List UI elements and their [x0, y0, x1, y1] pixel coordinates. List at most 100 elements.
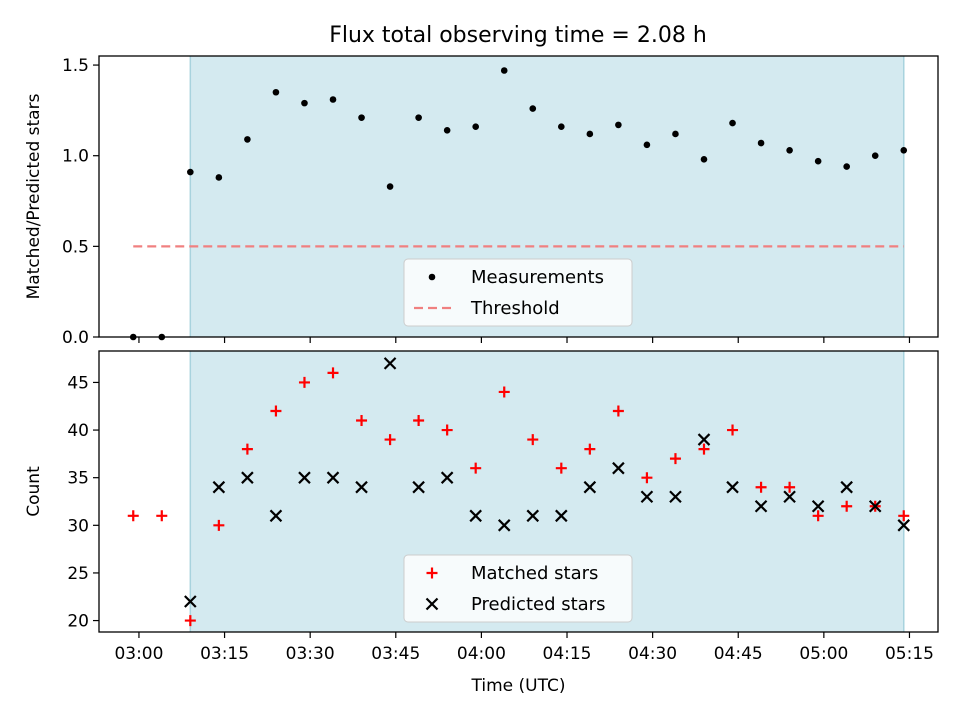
y-tick-label: 20: [67, 612, 89, 632]
data-point: [555, 509, 568, 523]
chart-title: Flux total observing time = 2.08 h: [329, 23, 707, 48]
data-point: [672, 130, 679, 138]
data-point: [270, 405, 282, 417]
x-tick-label: 04:45: [714, 644, 763, 664]
legend-x-swatch: [425, 597, 439, 611]
data-point: [900, 146, 908, 154]
data-point: [700, 156, 708, 163]
legend-label: Threshold: [470, 298, 560, 319]
x-tick-label: 04:00: [457, 644, 506, 664]
data-point: [329, 96, 337, 103]
data-point: [241, 471, 254, 484]
data-point: [584, 443, 596, 455]
x-tick-label: 03:00: [114, 644, 163, 664]
legend-plus-swatch: [426, 567, 438, 579]
data-point: [470, 462, 482, 474]
data-point: [727, 424, 739, 436]
data-point: [184, 615, 196, 627]
data-point: [241, 443, 253, 455]
data-point: [812, 510, 824, 522]
data-point: [156, 510, 168, 522]
data-point: [784, 481, 796, 493]
data-point: [558, 123, 565, 131]
y-tick-label: 40: [67, 421, 89, 441]
data-point: [355, 480, 368, 494]
x-tick-label: 05:15: [885, 644, 934, 664]
data-point: [898, 510, 910, 522]
data-point: [729, 119, 736, 127]
data-point: [868, 499, 882, 513]
axes-frame: [98, 350, 939, 633]
data-point: [555, 462, 567, 474]
y-axis-label: Count: [24, 466, 44, 517]
x-axis-label: Time (UTC): [471, 676, 566, 696]
data-point: [841, 500, 853, 512]
data-point: [871, 152, 879, 160]
data-point: [755, 481, 767, 493]
legend-box: [403, 554, 633, 623]
x-tick-label: 03:30: [286, 644, 335, 664]
data-point: [472, 123, 479, 131]
data-point: [213, 519, 225, 531]
y-axis-label: Matched/Predicted stars: [24, 93, 44, 299]
data-point: [412, 480, 425, 494]
data-point: [212, 480, 226, 494]
y-tick-label: 45: [67, 373, 89, 393]
top-panel: 0.0 0.5 1.0 1.5 Matched/Predicted stars Measu…: [24, 55, 939, 348]
data-point: [386, 183, 394, 190]
data-point: [469, 509, 482, 523]
data-point: [586, 130, 594, 138]
data-point: [356, 415, 368, 427]
series-matched-stars: [127, 367, 910, 627]
y-tick-label: 30: [67, 516, 89, 536]
axes-frame: [98, 55, 939, 338]
data-point: [497, 519, 511, 532]
data-point: [215, 174, 223, 181]
data-point: [840, 480, 853, 494]
data-point: [615, 121, 622, 129]
legend-box: [403, 258, 633, 327]
data-point: [527, 434, 539, 446]
data-point: [301, 99, 308, 107]
data-point: [415, 114, 422, 121]
data-point: [269, 509, 283, 523]
data-point: [443, 127, 451, 134]
x-tick-label: 04:30: [628, 644, 677, 664]
data-point: [640, 490, 654, 504]
data-point: [244, 136, 251, 143]
data-point: [326, 471, 340, 484]
data-point: [440, 471, 454, 484]
y-tick-label: 1.0: [62, 147, 89, 167]
data-point: [641, 472, 653, 484]
legend-label: Measurements: [471, 267, 604, 288]
data-point: [358, 114, 365, 121]
data-point: [697, 433, 711, 446]
data-point: [754, 499, 768, 513]
legend: Matched stars Predicted stars: [403, 554, 633, 623]
data-point: [298, 471, 311, 484]
data-point: [814, 157, 822, 165]
data-point: [500, 67, 508, 74]
data-point: [698, 443, 710, 455]
y-tick-label: 35: [67, 469, 89, 489]
legend-label: Predicted stars: [471, 594, 605, 615]
data-point: [783, 490, 796, 504]
data-point: [384, 434, 396, 446]
bottom-panel: 20 25 30 35 40 45 03:00 03:15 03:30 03:45 04:00 04:…: [24, 350, 939, 696]
data-point: [383, 357, 397, 370]
data-point: [669, 490, 682, 504]
x-tick-label: 04:15: [543, 644, 592, 664]
data-point: [669, 453, 681, 465]
y-tick-label: 0.0: [62, 328, 89, 348]
legend-label: Matched stars: [471, 563, 598, 584]
x-tick-label: 05:00: [799, 644, 848, 664]
data-point: [529, 105, 537, 112]
data-point: [127, 510, 139, 522]
data-point: [498, 386, 510, 398]
data-point: [612, 461, 625, 475]
series-predicted-stars: [184, 357, 911, 608]
data-point: [811, 499, 825, 513]
legend-dot-swatch: [428, 273, 436, 281]
data-point: [327, 367, 339, 379]
